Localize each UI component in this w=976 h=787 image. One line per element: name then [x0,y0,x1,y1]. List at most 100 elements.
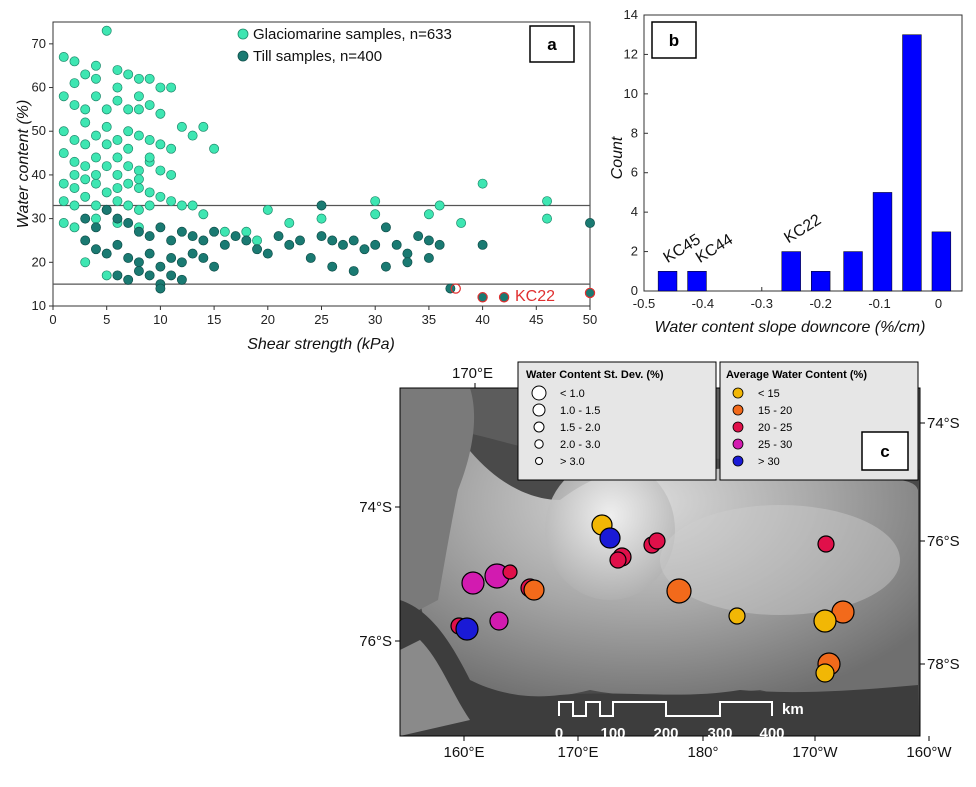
glaciomarine-point [58,196,69,207]
till-point [327,235,338,246]
scale-label: 400 [759,725,784,742]
glaciomarine-point [542,213,552,224]
panel-label-box-a [529,25,575,63]
x-tick-label-a: 15 [207,312,221,327]
map-bottom-lon-label: 170°E [557,744,598,761]
till-point [316,231,327,242]
till-point [423,252,434,263]
glaciomarine-point [69,200,80,211]
map-sample-point [523,579,545,601]
legend-std-title: Water Content St. Dev. (%) [526,369,664,381]
x-tick-label-a: 25 [314,312,328,327]
y-tick-label-a: 70 [32,36,46,51]
kc22-point [450,283,461,294]
till-point [295,235,305,246]
till-point [477,239,488,250]
legend-wc-label: 15 - 20 [758,405,792,417]
legend-sd-label: > 3.0 [560,456,585,468]
glaciomarine-point [69,135,80,145]
plot-frame-a [52,21,591,307]
scale-unit: km [782,701,804,718]
glaciomarine-point [80,257,91,268]
map-bottom-lon-label: 180° [687,744,718,761]
till-point [434,239,445,250]
y-axis-label-b: Count [609,136,626,179]
legend-sd-marker [531,385,547,401]
glaciomarine-point [91,213,101,224]
glaciomarine-point [123,161,134,172]
till-point [273,231,284,242]
legend-wc-label: > 30 [758,456,780,468]
glaciomarine-point [144,135,155,145]
legend-sd-label: 2.0 - 3.0 [560,439,600,451]
scale-label: 100 [600,725,625,742]
till-point [155,222,166,233]
panel-label-a: a [547,35,557,54]
map-sample-point [489,611,509,631]
legend-label-glaciomarine: Glaciomarine samples, n=633 [253,26,452,43]
legend-sd-label: 1.0 - 1.5 [560,405,600,417]
legend-wc-marker [732,387,744,399]
glaciomarine-point [166,82,177,93]
till-point [101,248,112,259]
glaciomarine-point [209,143,220,154]
glaciomarine-point [144,73,155,84]
till-point [176,226,187,237]
glaciomarine-point [91,152,101,163]
glaciomarine-point [112,152,123,163]
glaciomarine-point [155,139,166,150]
glaciomarine-point [176,121,187,132]
till-point [359,244,370,255]
x-tick-label-a: 0 [49,312,56,327]
glaciomarine-point [133,73,144,84]
glaciomarine-point [166,169,177,180]
legend-label-till: Till samples, n=400 [253,48,382,65]
glaciomarine-point [123,69,134,80]
till-point [133,226,144,237]
till-point [101,204,112,215]
y-tick-label-b: 12 [624,46,638,61]
till-point [252,244,263,255]
y-tick-label-a: 30 [32,211,46,226]
glaciomarine-point [69,156,80,167]
glaciomarine-point [123,104,134,115]
legend-sd-marker [535,457,543,465]
west-slope [400,388,475,620]
glaciomarine-point [155,82,166,93]
till-point [133,257,144,268]
histogram-bar [687,271,707,292]
map-sample-point [609,551,627,569]
panel-label-box-b [651,21,697,59]
map-sample-point [815,663,835,683]
kc22-point [584,287,596,299]
till-point [123,274,134,285]
map-bottom-lon-label: 170°W [792,744,838,761]
glaciomarine-point [123,200,134,211]
glaciomarine-point [58,148,69,159]
till-point [413,231,424,242]
legend-wc-marker [732,421,744,433]
till-point [166,235,177,246]
map-right-lat-label: 76°S [927,533,960,550]
till-point [219,239,230,250]
till-point [155,283,166,294]
kc22-point [477,292,488,303]
glaciomarine-point [80,69,91,80]
till-point [209,226,220,237]
glaciomarine-point [58,52,69,62]
glaciomarine-point [91,200,101,211]
glaciomarine-point [316,213,327,224]
scatter-panel-a: 0 5 10 15 20 25 30 35 40 45 50 10 20 30 40 50 60 70 Shear… [15,21,597,353]
till-point [80,213,91,224]
glaciomarine-point [69,56,80,67]
x-tick-label-a: 30 [368,312,382,327]
coast-relief [400,640,470,736]
till-point [423,235,434,246]
x-tick-label-a: 5 [103,312,110,327]
till-point [91,244,101,255]
glaciomarine-point [187,200,198,211]
glaciomarine-point [133,91,144,102]
legend-wc-title: Average Water Content (%) [726,369,867,381]
glaciomarine-point [80,117,91,128]
